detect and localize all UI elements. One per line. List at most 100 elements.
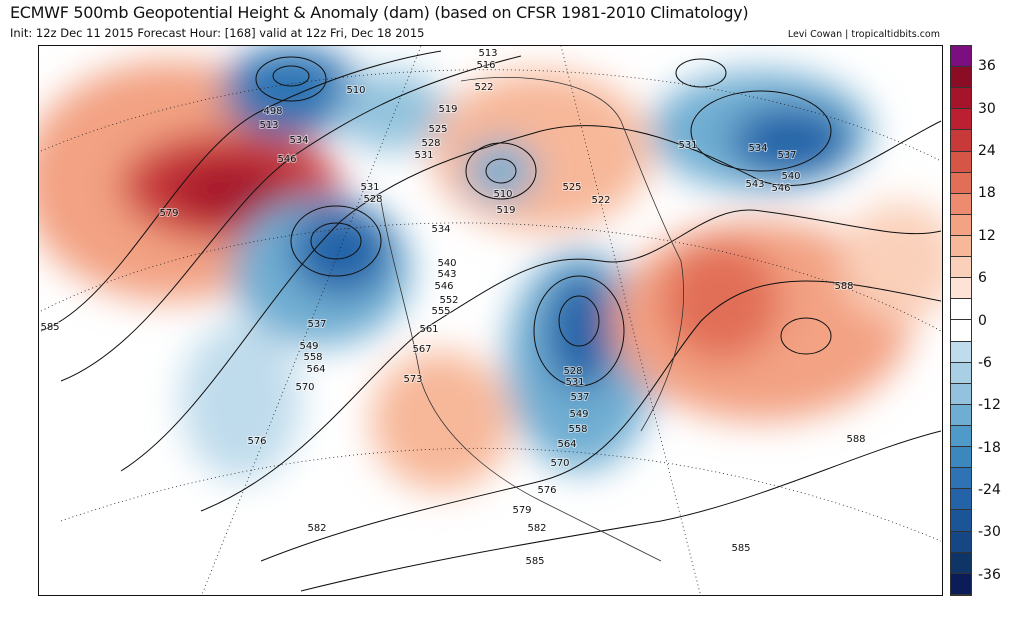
height-anomaly-map: 513 516 510 498 513 522 519 525 528 531 534 546 531 5…	[38, 45, 943, 596]
contour-label: 564	[557, 439, 576, 450]
contour-label: 585	[731, 543, 750, 554]
credit: Levi Cowan | tropicaltidbits.com	[787, 29, 940, 40]
colorbar-segment	[951, 151, 971, 173]
contour-label: 531	[565, 377, 584, 388]
colorbar-segment	[951, 257, 971, 279]
colorbar-tick-label: 12	[978, 227, 996, 244]
colorbar-segment	[951, 425, 971, 448]
colorbar-segment	[951, 320, 971, 342]
contour-label: 573	[403, 374, 422, 385]
contour-label: 543	[437, 269, 456, 280]
colorbar-segment	[951, 552, 971, 574]
colorbar-segment	[951, 67, 971, 89]
contour-label: 588	[846, 434, 865, 445]
colorbar-tick-label: -24	[978, 482, 1001, 499]
colorbar-segment	[951, 510, 971, 532]
colorbar-tick-label: -30	[978, 524, 1001, 541]
contour-label: 531	[360, 182, 379, 193]
contour-label: 525	[428, 124, 447, 135]
forecast-info: Init: 12z Dec 11 2015 Forecast Hour: [16…	[10, 26, 425, 40]
contour-label: 570	[295, 382, 314, 393]
colorbar-tick-label: -6	[978, 354, 992, 371]
contour-label: 537	[307, 319, 326, 330]
colorbar-segment	[951, 362, 971, 384]
contour-label: 540	[781, 171, 800, 182]
colorbar	[950, 45, 972, 596]
colorbar-tick-label: 30	[978, 100, 996, 117]
contour-label: 585	[525, 556, 544, 567]
contour-label: 534	[431, 224, 450, 235]
contour-label: 546	[277, 154, 296, 165]
contour-label: 582	[527, 523, 546, 534]
contour-label: 561	[419, 324, 438, 335]
contour-label: 516	[476, 60, 495, 71]
colorbar-segment	[951, 193, 971, 215]
contour-label: 498	[263, 106, 282, 117]
contour-label: 531	[414, 150, 433, 161]
colorbar-segment	[951, 235, 971, 258]
colorbar-segment	[951, 468, 971, 490]
contour-label: 537	[777, 150, 796, 161]
colorbar-segment	[951, 573, 971, 595]
contour-label: 528	[363, 194, 382, 205]
contour-label: 576	[537, 485, 556, 496]
colorbar-segment	[951, 278, 971, 300]
contour-label: 537	[570, 392, 589, 403]
contour-label: 522	[591, 195, 610, 206]
contour-label: 546	[434, 281, 453, 292]
graticule	[40, 46, 942, 595]
contour-label: 525	[562, 182, 581, 193]
contour-label: 558	[568, 424, 587, 435]
contour-label: 543	[745, 179, 764, 190]
contour-label: 531	[678, 140, 697, 151]
colorbar-segment	[951, 130, 971, 152]
contour-label: 528	[421, 138, 440, 149]
colorbar-segment	[951, 46, 971, 68]
contour-label: 567	[412, 344, 431, 355]
colorbar-segment	[951, 447, 971, 469]
colorbar-segment	[951, 341, 971, 363]
height-contours	[40, 50, 942, 592]
anomaly-shading	[39, 46, 942, 491]
contour-label: 540	[437, 258, 456, 269]
contour-label: 510	[346, 85, 365, 96]
colorbar-tick-label: -12	[978, 397, 1001, 414]
colorbar-segment	[951, 214, 971, 236]
map-title: ECMWF 500mb Geopotential Height & Anomal…	[10, 3, 749, 22]
colorbar-segment	[951, 383, 971, 405]
contour-label: 546	[771, 183, 790, 194]
contour-label: 534	[289, 135, 308, 146]
colorbar-segment	[951, 531, 971, 553]
contour-label: 579	[512, 505, 531, 516]
colorbar-segment	[951, 299, 971, 321]
contour-label: 513	[478, 48, 497, 59]
contour-label: 549	[569, 409, 588, 420]
colorbar-segment	[951, 109, 971, 131]
contour-label: 549	[299, 341, 318, 352]
contour-label: 552	[439, 295, 458, 306]
colorbar-segment	[951, 88, 971, 110]
colorbar-tick-label: 18	[978, 185, 996, 202]
colorbar-tick-label: -36	[978, 566, 1001, 583]
colorbar-segment	[951, 489, 971, 511]
contour-label: 576	[247, 436, 266, 447]
contour-label: 582	[307, 523, 326, 534]
colorbar-segment	[951, 172, 971, 194]
colorbar-segment	[951, 404, 971, 426]
contour-label: 558	[303, 352, 322, 363]
contour-label: 555	[431, 306, 450, 317]
coastlines	[380, 77, 684, 562]
contour-labels: 5135165104985135225195255285315345465315…	[39, 47, 866, 568]
contour-label: 513	[259, 120, 278, 131]
contour-label: 528	[563, 366, 582, 377]
contour-label: 522	[474, 82, 493, 93]
colorbar-tick-label: 24	[978, 142, 996, 159]
colorbar-tick-label: 0	[978, 312, 987, 329]
colorbar-tick-label: -18	[978, 439, 1001, 456]
contour-label: 585	[40, 322, 59, 333]
contour-label: 579	[159, 208, 178, 219]
colorbar-tick-label: 36	[978, 58, 996, 75]
contour-label: 534	[748, 143, 767, 154]
contour-label: 510	[493, 189, 512, 200]
contour-label: 588	[834, 281, 853, 292]
